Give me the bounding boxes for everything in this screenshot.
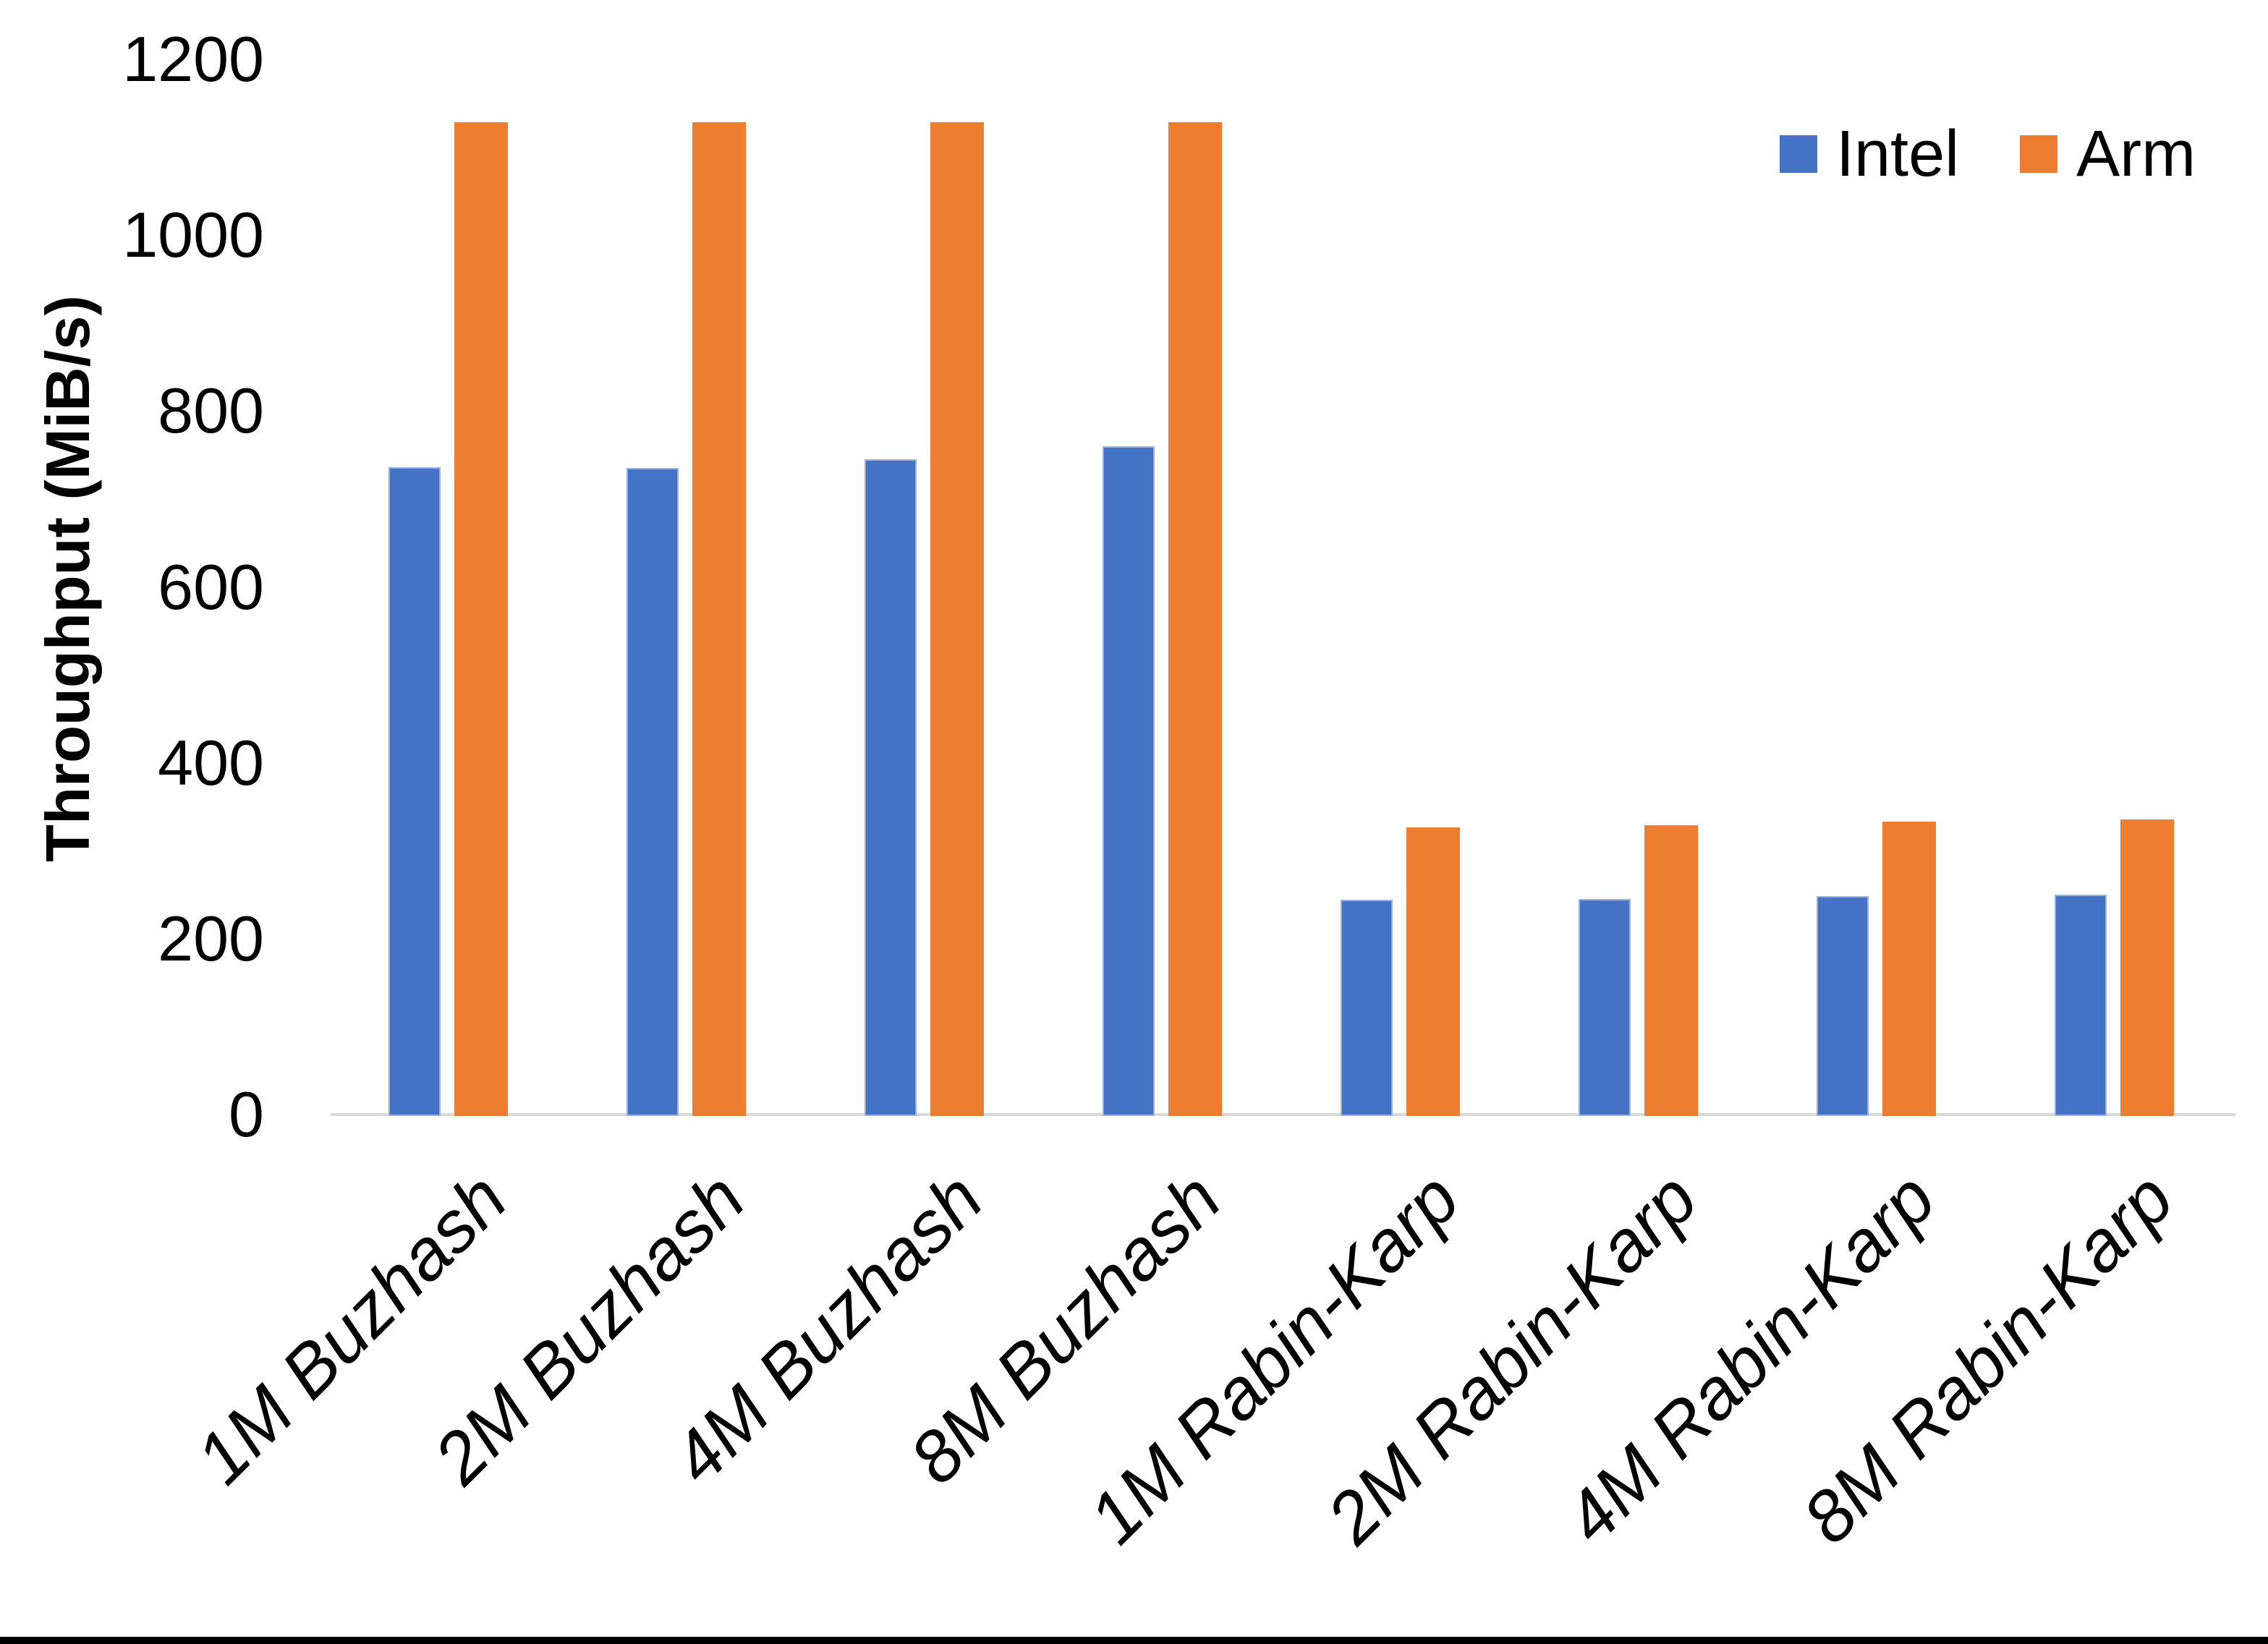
y-tick-label: 800 bbox=[158, 375, 264, 447]
bar-arm-2m-rabin-karp bbox=[1644, 825, 1699, 1116]
intel-color-swatch bbox=[1780, 135, 1817, 173]
bar-intel-8m-rabin-karp bbox=[2055, 894, 2107, 1116]
bar-arm-4m-rabin-karp bbox=[1882, 821, 1937, 1116]
bar-intel-2m-buzhash bbox=[626, 467, 679, 1116]
y-tick-label: 1000 bbox=[122, 199, 264, 271]
y-tick-label: 200 bbox=[158, 902, 264, 974]
bar-intel-8m-buzhash bbox=[1102, 446, 1155, 1116]
arm-color-swatch bbox=[2020, 135, 2058, 173]
y-tick-label: 0 bbox=[229, 1078, 264, 1150]
x-axis-line bbox=[331, 1113, 2235, 1116]
bar-intel-1m-rabin-karp bbox=[1341, 899, 1393, 1116]
bar-arm-8m-rabin-karp bbox=[2120, 819, 2175, 1116]
y-tick-label: 400 bbox=[158, 726, 264, 798]
legend: Intel Arm bbox=[1780, 122, 2196, 187]
bottom-border bbox=[0, 1637, 2268, 1644]
legend-item-arm: Arm bbox=[2020, 122, 2196, 187]
bar-intel-2m-rabin-karp bbox=[1579, 898, 1631, 1116]
bar-arm-1m-buzhash bbox=[454, 122, 508, 1116]
bar-arm-4m-buzhash bbox=[930, 122, 984, 1116]
bar-intel-1m-buzhash bbox=[388, 467, 441, 1116]
y-tick-label: 600 bbox=[158, 550, 264, 623]
legend-label-arm: Arm bbox=[2076, 118, 2196, 190]
bar-arm-2m-buzhash bbox=[692, 122, 746, 1116]
bar-arm-8m-buzhash bbox=[1168, 122, 1222, 1116]
bar-intel-4m-buzhash bbox=[864, 459, 917, 1116]
legend-label-intel: Intel bbox=[1836, 118, 1960, 190]
y-tick-label: 1200 bbox=[122, 23, 264, 95]
bar-arm-1m-rabin-karp bbox=[1406, 827, 1461, 1116]
y-axis-title: Throughput (MiB/s) bbox=[34, 295, 103, 862]
bar-intel-4m-rabin-karp bbox=[1817, 896, 1869, 1116]
legend-item-intel: Intel bbox=[1780, 122, 1959, 187]
